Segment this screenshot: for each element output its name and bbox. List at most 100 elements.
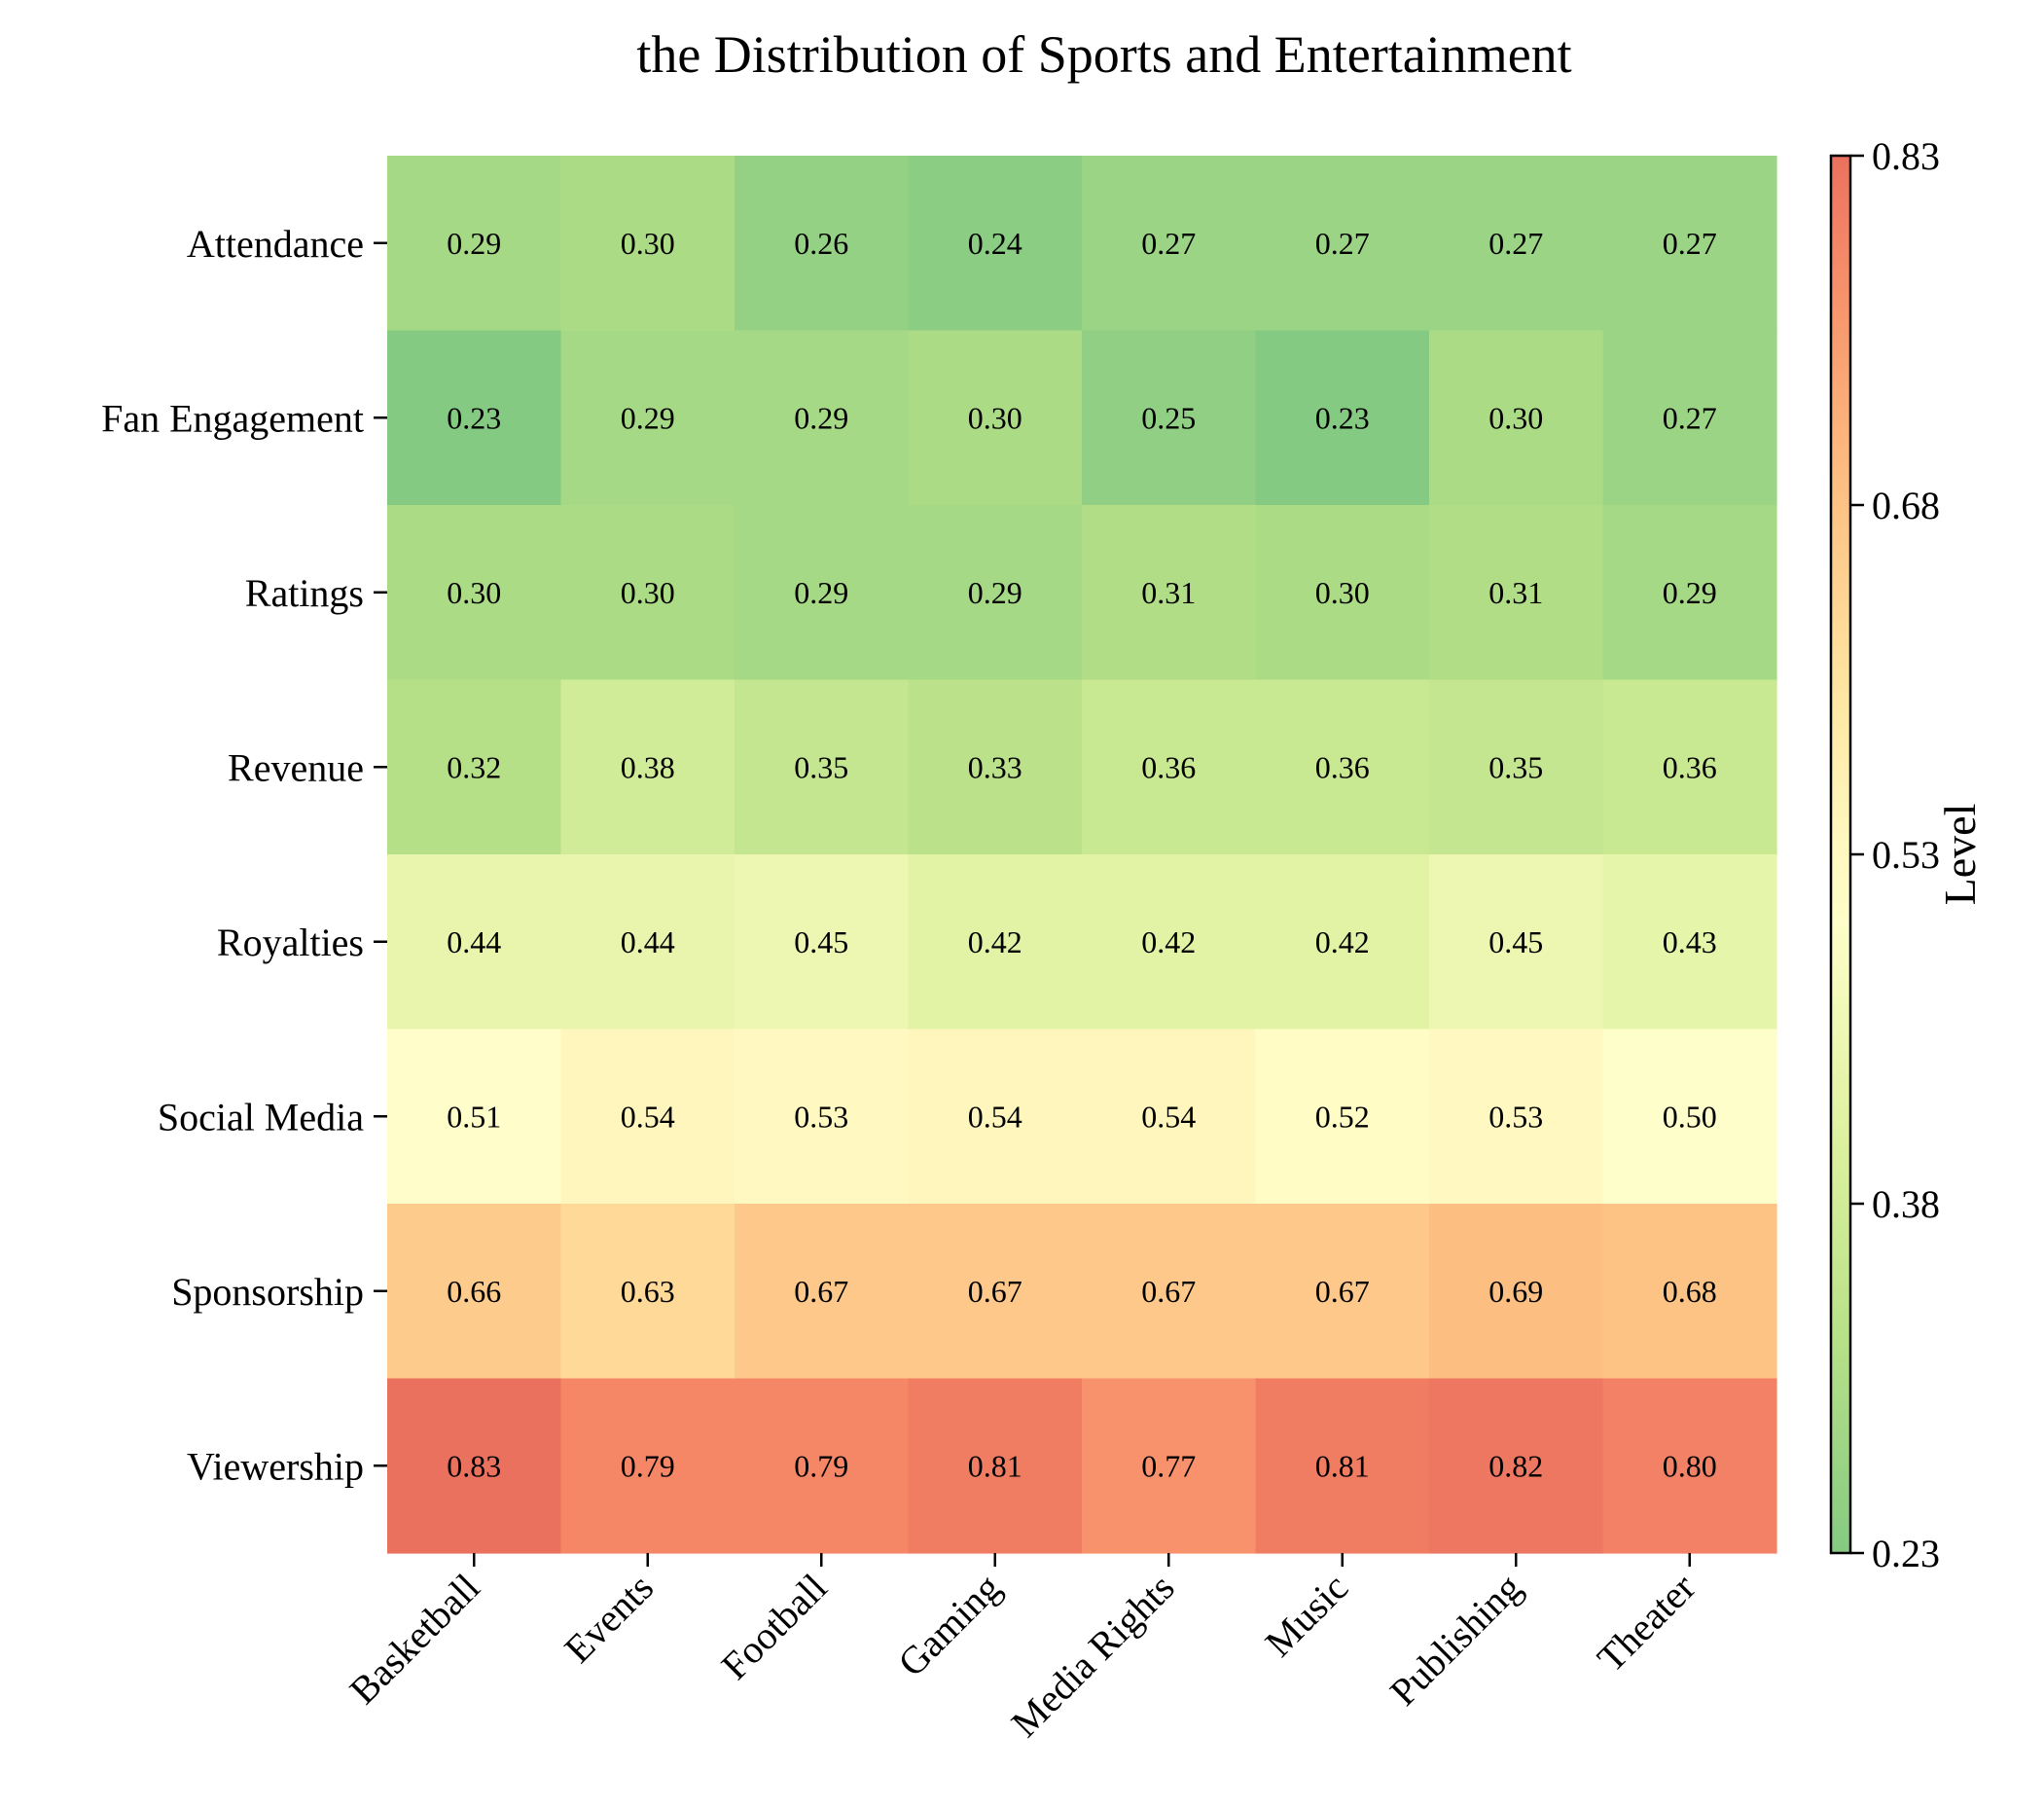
heatmap-cell [387,505,562,681]
heatmap-cell [908,1029,1083,1205]
colorbar-tick-label: 0.53 [1872,833,1940,877]
heatmap-cell [1429,854,1604,1030]
cell-value-label: 0.79 [794,1448,848,1483]
heatmap-cell [735,330,910,506]
cell-value-label: 0.32 [447,749,501,784]
heatmap-cell [1255,679,1430,855]
heatmap-cell [560,1378,735,1554]
colorbar-tick-label: 0.23 [1872,1532,1940,1575]
cell-value-label: 0.53 [794,1099,848,1134]
y-tick-label: Royalties [217,921,364,964]
heatmap-cell [908,330,1083,506]
cell-value-label: 0.68 [1663,1274,1717,1309]
heatmap-cell [1255,330,1430,506]
x-tick-label: Media Rights [1003,1566,1183,1746]
cell-value-label: 0.36 [1315,749,1370,784]
heatmap-cell [735,1204,910,1380]
heatmap-cell [1082,505,1257,681]
cell-value-label: 0.43 [1663,924,1717,959]
heatmap-cell [735,156,910,332]
heatmap-cell [908,505,1083,681]
colorbar-gradient [1829,154,1852,1555]
heatmap-cell [387,156,562,332]
heatmap-cell [387,1204,562,1380]
heatmap-cell [1255,505,1430,681]
cell-value-label: 0.30 [621,575,675,610]
heatmap-cell [1602,1029,1777,1205]
cell-value-label: 0.80 [1663,1448,1717,1483]
cell-value-label: 0.81 [968,1448,1022,1483]
cell-value-label: 0.67 [1141,1274,1196,1309]
x-tick-label: Basketball [341,1566,487,1713]
cell-value-label: 0.42 [1315,924,1370,959]
cell-value-label: 0.38 [621,749,675,784]
cell-value-label: 0.67 [1315,1274,1370,1309]
heatmap-cell [1429,1378,1604,1554]
heatmap-cell [908,679,1083,855]
cell-value-label: 0.45 [794,924,848,959]
heatmap-cell [908,854,1083,1030]
heatmap-cell [908,156,1083,332]
cell-value-label: 0.83 [447,1448,501,1483]
cell-value-label: 0.79 [621,1448,675,1483]
cell-value-label: 0.69 [1488,1274,1543,1309]
heatmap-cell [1429,679,1604,855]
cell-value-label: 0.54 [1141,1099,1196,1134]
cell-value-label: 0.35 [1488,749,1543,784]
cell-value-label: 0.54 [968,1099,1022,1134]
cell-value-label: 0.36 [1663,749,1717,784]
heatmap-cell [560,156,735,332]
cell-value-label: 0.54 [621,1099,675,1134]
heatmap-cell [387,330,562,506]
cell-value-label: 0.82 [1488,1448,1543,1483]
heatmap-cell [735,1029,910,1205]
cell-value-label: 0.81 [1315,1448,1370,1483]
colorbar: 0.23 0.38 0.53 0.68 0.83 Level [1829,134,1985,1575]
heatmap-cell [1429,1029,1604,1205]
colorbar-tick-label: 0.83 [1872,134,1940,178]
heatmap-cells [387,156,1777,1554]
heatmap-cell [1255,854,1430,1030]
y-axis: Attendance Fan Engagement Ratings Revenue Ro… [101,222,387,1488]
heatmap-cell [560,505,735,681]
heatmap-cell [1429,330,1604,506]
heatmap-cell [735,679,910,855]
y-tick-label: Revenue [228,745,364,789]
heatmap-cell [1082,156,1257,332]
x-tick-label: Theater [1589,1566,1703,1681]
cell-value-label: 0.24 [968,226,1022,261]
cell-value-label: 0.77 [1141,1448,1196,1483]
cell-value-label: 0.66 [447,1274,501,1309]
cell-value-label: 0.27 [1663,400,1717,435]
heatmap-cell [1602,679,1777,855]
cell-value-label: 0.50 [1663,1099,1717,1134]
heatmap-cell-labels: 0.29 0.30 0.26 0.24 0.27 0.27 0.27 0.27 0.23 0.29… [447,226,1717,1484]
heatmap-cell [560,1029,735,1205]
colorbar-tick-label: 0.68 [1872,484,1940,527]
cell-value-label: 0.31 [1141,575,1196,610]
heatmap-cell [387,679,562,855]
cell-value-label: 0.44 [621,924,675,959]
cell-value-label: 0.52 [1315,1099,1370,1134]
cell-value-label: 0.42 [1141,924,1196,959]
heatmap-cell [1429,505,1604,681]
heatmap-cell [1255,156,1430,332]
cell-value-label: 0.29 [794,400,848,435]
cell-value-label: 0.33 [968,749,1022,784]
heatmap-cell [1082,1204,1257,1380]
cell-value-label: 0.30 [621,226,675,261]
cell-value-label: 0.30 [447,575,501,610]
heatmap-cell [1255,1204,1430,1380]
heatmap-cell [1602,330,1777,506]
cell-value-label: 0.45 [1488,924,1543,959]
y-tick-label: Social Media [158,1095,364,1138]
cell-value-label: 0.67 [794,1274,848,1309]
x-tick-label: Music [1257,1566,1357,1666]
cell-value-label: 0.29 [968,575,1022,610]
cell-value-label: 0.23 [447,400,501,435]
cell-value-label: 0.44 [447,924,501,959]
y-tick-label: Viewership [187,1444,364,1488]
heatmap-cell [1082,679,1257,855]
